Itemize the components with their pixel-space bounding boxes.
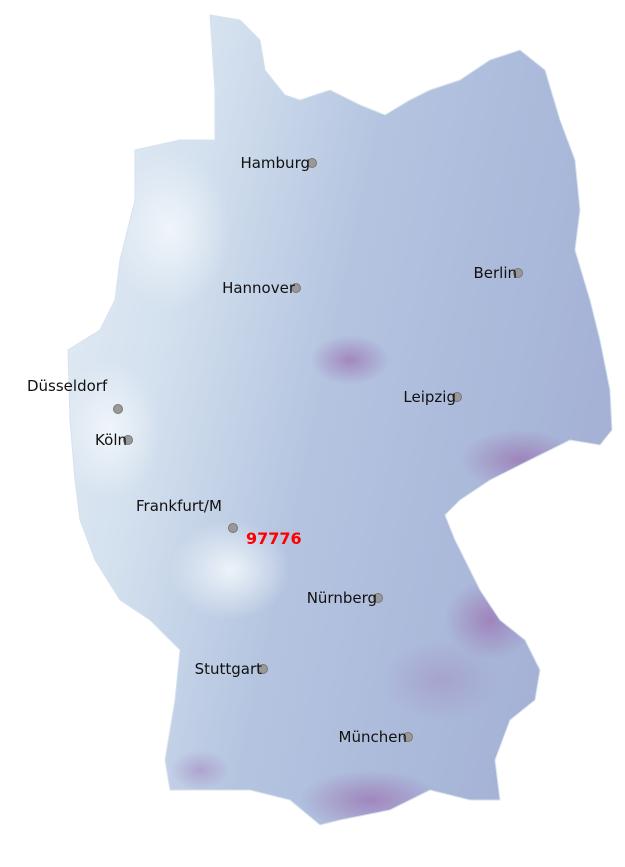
city-label: Hannover bbox=[222, 279, 296, 297]
city-marker[interactable] bbox=[228, 523, 238, 533]
city-label: München bbox=[339, 728, 407, 746]
city-label: Stuttgart bbox=[195, 660, 263, 678]
city-berlin[interactable]: Berlin bbox=[473, 264, 523, 282]
city-hamburg[interactable]: Hamburg bbox=[240, 154, 317, 172]
city-label: Frankfurt/M bbox=[136, 497, 222, 515]
city-label: Nürnberg bbox=[307, 589, 377, 607]
city-marker[interactable] bbox=[123, 435, 133, 445]
city-marker[interactable] bbox=[291, 283, 301, 293]
city-hannover[interactable]: Hannover bbox=[222, 279, 301, 297]
city-koeln[interactable]: Köln bbox=[95, 431, 133, 449]
city-stuttgart[interactable]: Stuttgart bbox=[195, 660, 268, 678]
city-label: Köln bbox=[95, 431, 127, 449]
country-outline bbox=[67, 14, 613, 826]
city-frankfurt[interactable]: Frankfurt/M bbox=[136, 497, 238, 533]
city-label: Berlin bbox=[473, 264, 517, 282]
city-label: Hamburg bbox=[240, 154, 310, 172]
city-marker[interactable] bbox=[452, 392, 462, 402]
city-nuernberg[interactable]: Nürnberg bbox=[307, 589, 383, 607]
city-label: Düsseldorf bbox=[27, 377, 108, 395]
city-marker[interactable] bbox=[403, 732, 413, 742]
city-label: Leipzig bbox=[403, 388, 456, 406]
highlight-postcode-label: 97776 bbox=[246, 529, 302, 548]
city-marker[interactable] bbox=[258, 664, 268, 674]
city-muenchen[interactable]: München bbox=[339, 728, 413, 746]
city-leipzig[interactable]: Leipzig bbox=[403, 388, 462, 406]
city-marker[interactable] bbox=[513, 268, 523, 278]
city-duesseldorf[interactable]: Düsseldorf bbox=[27, 377, 123, 414]
city-marker[interactable] bbox=[113, 404, 123, 414]
city-marker[interactable] bbox=[373, 593, 383, 603]
city-marker[interactable] bbox=[307, 158, 317, 168]
